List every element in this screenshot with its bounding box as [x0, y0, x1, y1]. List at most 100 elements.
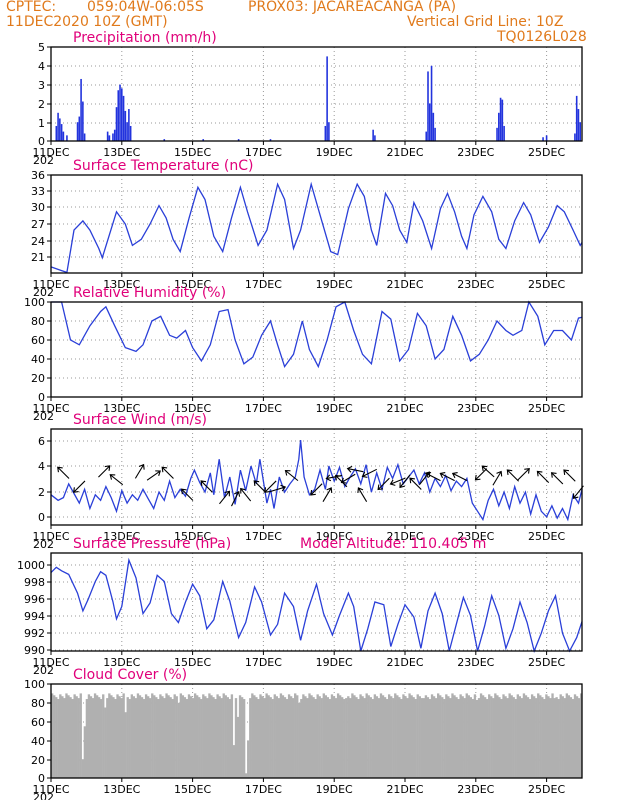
x-tick-label: 23DEC — [457, 146, 494, 159]
cloud-bar — [308, 693, 311, 778]
cloud-bar — [520, 698, 524, 778]
cloud-bar — [91, 698, 95, 778]
cloud-bar — [483, 697, 487, 778]
wind-arrow — [146, 470, 161, 481]
cloud-bar — [375, 696, 379, 778]
wind-arrow — [563, 469, 576, 482]
cloud-bar — [506, 698, 509, 778]
x-year-stub: 202 — [33, 154, 54, 167]
y-tick-label: 24 — [31, 235, 45, 248]
cloud-bar — [304, 696, 307, 778]
y-tick-label: 992 — [24, 627, 45, 640]
cloud-panel — [47, 683, 583, 782]
cloud-bar — [545, 694, 548, 778]
x-tick-label: 15DEC — [174, 278, 211, 291]
precip-bar — [202, 139, 205, 141]
cloud-bar — [526, 697, 530, 778]
cloud-bar — [222, 693, 225, 778]
x-tick-label: 11DEC — [32, 402, 69, 415]
x-year-stub: 202 — [33, 286, 54, 299]
cloud-bar — [322, 693, 325, 778]
cloud-bar — [249, 698, 252, 778]
x-year-stub: 202 — [33, 791, 54, 800]
cloud-bar — [477, 698, 481, 778]
cloud-bar — [63, 698, 66, 778]
cloud-bar — [53, 695, 56, 778]
pressure-panel — [47, 552, 583, 655]
precip-bar — [108, 135, 111, 141]
cloud-bar — [436, 693, 440, 778]
x-tick-label: 15DEC — [174, 783, 211, 796]
cloud-bar — [226, 697, 229, 778]
cloud-bar — [406, 698, 409, 778]
cloud-bar — [114, 699, 117, 778]
cloud-bar — [410, 695, 413, 778]
wind-arrow — [536, 470, 550, 484]
cloud-bar — [373, 694, 377, 778]
precip-bar — [113, 129, 116, 141]
cloud-bar — [510, 695, 513, 778]
precip-bar — [119, 84, 121, 141]
wind-arrow — [269, 484, 287, 493]
pressure-frame — [50, 552, 583, 652]
cloud-bar — [365, 693, 368, 778]
precip-bar — [128, 109, 130, 141]
cloud-bar — [193, 693, 197, 778]
wind-arrow — [219, 490, 231, 505]
temp-panel — [47, 174, 583, 277]
precip-bar — [122, 95, 125, 141]
cloud-bar — [167, 695, 170, 778]
cloud-bar — [500, 699, 503, 778]
cloud-bar — [428, 699, 432, 778]
cloud-bar — [532, 696, 536, 778]
precip-bar — [55, 125, 58, 141]
x-tick-label: 25DEC — [528, 530, 565, 543]
cloud-bar — [434, 698, 438, 778]
precip-frame — [50, 46, 583, 142]
precip-bar — [62, 131, 65, 141]
cloud-bar — [567, 695, 571, 778]
cloud-bar — [475, 699, 479, 778]
cloud-bar — [57, 699, 60, 778]
y-tick-label: 3 — [38, 79, 45, 92]
precip-bar — [575, 95, 578, 141]
y-tick-label: 21 — [31, 251, 45, 264]
precip-bar — [82, 101, 84, 141]
cloud-bar — [441, 697, 444, 778]
cloud-bar — [271, 699, 274, 778]
y-tick-label: 60 — [31, 334, 45, 347]
cloud-bar — [259, 694, 262, 778]
cloud-bar — [383, 697, 387, 778]
cloud-bar — [281, 695, 285, 778]
cloud-bar — [347, 696, 350, 778]
cloud-bar — [157, 699, 160, 778]
header-code: TQ0126L028 — [497, 29, 587, 45]
cloud-bar — [412, 697, 415, 778]
cloud-bar — [457, 699, 460, 778]
cloud-bar — [181, 695, 185, 778]
cloud-bar — [189, 696, 193, 778]
wind-arrow — [310, 483, 323, 496]
y-tick-label: 996 — [24, 593, 45, 606]
precip-bar — [115, 107, 118, 141]
cloud-bar — [341, 697, 344, 778]
cloud-bar — [212, 697, 215, 778]
cloud-bar — [575, 696, 579, 778]
cloud-bar — [363, 698, 366, 778]
x-tick-label: 23DEC — [457, 530, 494, 543]
cloud-title: Cloud Cover (%) — [73, 667, 187, 683]
x-tick-label: 15DEC — [174, 402, 211, 415]
pressure-title: Surface Pressure (hPa) — [73, 536, 231, 552]
cloud-bar — [169, 697, 172, 778]
y-tick-label: 80 — [31, 315, 45, 328]
cloud-bar — [524, 695, 528, 778]
cloud-bar — [579, 693, 583, 778]
cloud-bar — [171, 699, 174, 778]
cloud-bar — [277, 698, 281, 778]
x-tick-label: 17DEC — [245, 530, 282, 543]
cloud-bar — [165, 693, 168, 778]
x-tick-label: 11DEC — [32, 656, 69, 669]
precip-bar — [83, 133, 86, 141]
wind-arrow — [506, 469, 520, 482]
cloud-bar — [100, 699, 103, 778]
